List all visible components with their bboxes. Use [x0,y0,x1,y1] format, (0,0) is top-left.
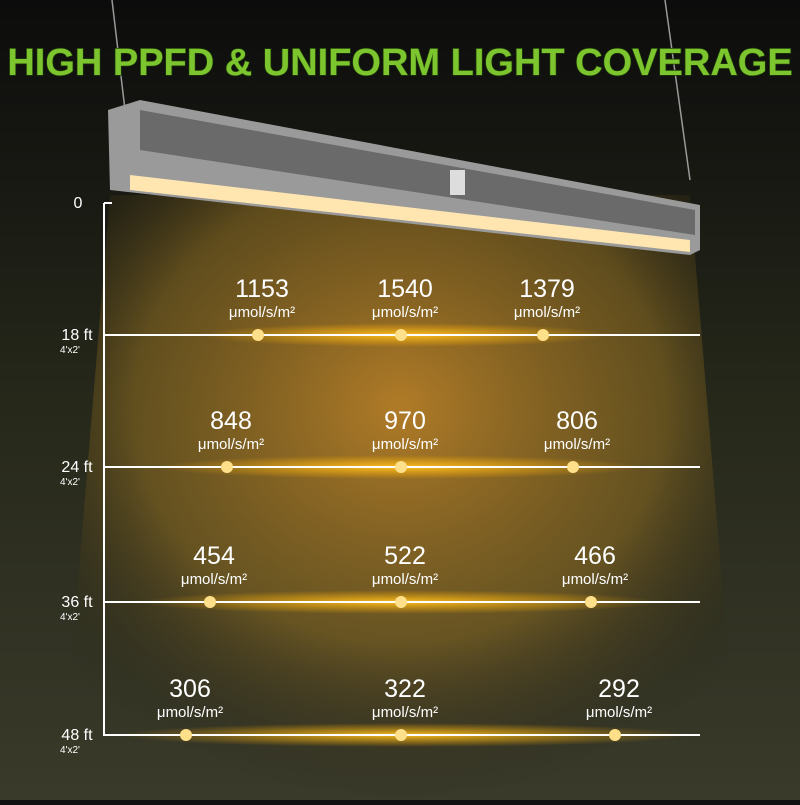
height-label: 24 ft [61,459,93,476]
ppfd-value: 466 [574,542,616,570]
ppfd-unit: μmol/s/m² [181,571,247,588]
measure-point [180,729,192,741]
lamp [108,100,700,255]
ppfd-value: 848 [210,407,252,435]
area-label: 4'x2' [60,612,80,623]
ppfd-value: 306 [169,675,211,703]
height-label: 36 ft [61,594,93,611]
ppfd-value: 970 [384,407,426,435]
measure-point [537,329,549,341]
measure-point [221,461,233,473]
height-label: 48 ft [61,727,93,744]
ppfd-unit: μmol/s/m² [198,436,264,453]
ppfd-unit: μmol/s/m² [586,704,652,721]
ppfd-unit: μmol/s/m² [229,304,295,321]
ppfd-unit: μmol/s/m² [372,704,438,721]
ppfd-unit: μmol/s/m² [157,704,223,721]
height-label: 18 ft [61,327,93,344]
measure-point [395,329,407,341]
ppfd-unit: μmol/s/m² [372,304,438,321]
measure-point [585,596,597,608]
measure-point [395,596,407,608]
ppfd-value: 1153 [235,275,289,303]
ppfd-unit: μmol/s/m² [372,436,438,453]
axis-origin: 0 [74,195,83,212]
title: HIGH PPFD & UNIFORM LIGHT COVERAGE [7,42,792,84]
ppfd-value: 1540 [377,275,433,303]
ppfd-value: 1379 [519,275,575,303]
ppfd-unit: μmol/s/m² [372,571,438,588]
measure-point [609,729,621,741]
ppfd-value: 292 [598,675,640,703]
ppfd-value: 806 [556,407,598,435]
cable [664,0,691,181]
ppfd-value: 522 [384,542,426,570]
measure-point [204,596,216,608]
area-label: 4'x2' [60,745,80,756]
ppfd-unit: μmol/s/m² [514,304,580,321]
measure-point [567,461,579,473]
measure-point [395,729,407,741]
measure-point [395,461,407,473]
ppfd-value: 454 [193,542,235,570]
ppfd-value: 322 [384,675,426,703]
area-label: 4'x2' [60,345,80,356]
measure-point [252,329,264,341]
light-cone [60,195,740,800]
ppfd-unit: μmol/s/m² [544,436,610,453]
ppfd-unit: μmol/s/m² [562,571,628,588]
area-label: 4'x2' [60,477,80,488]
cable [111,0,126,111]
